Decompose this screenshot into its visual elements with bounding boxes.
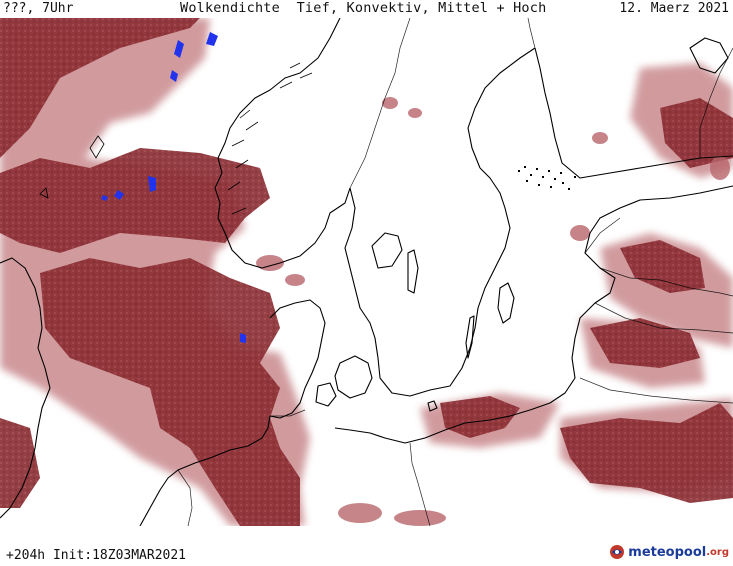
cloud-field-dense (0, 18, 733, 526)
coast-sweden (344, 167, 511, 397)
logo-suffix: .org (706, 546, 729, 558)
border-norway-sweden (349, 18, 411, 189)
border-finland-russia (699, 47, 733, 158)
lake-vanern (371, 232, 403, 269)
border-estonia-latvia (599, 267, 733, 297)
border-latvia-lithuania (594, 302, 733, 334)
meteopool-logo[interactable]: meteopool .org (609, 544, 729, 560)
border-denmark-germany (270, 409, 306, 417)
coast-oland (465, 315, 475, 359)
country-borders (177, 18, 733, 526)
map-header: ???, 7Uhr Wolkendichte Tief, Konvektiv, … (0, 0, 733, 18)
coast-zealand (334, 355, 373, 399)
border-netherlands-germany (177, 469, 193, 526)
border-sweden-finland (527, 18, 536, 49)
coast-gotland (497, 282, 515, 324)
coast-northsea (139, 415, 271, 526)
high-cloud-markers (101, 32, 246, 343)
logo-text: meteopool (628, 544, 707, 560)
border-poland-germany (409, 442, 431, 526)
cloud-spots (256, 97, 730, 526)
coast-norway (214, 18, 351, 269)
valid-date: 12. Maerz 2021 (619, 1, 729, 16)
cloud-density-map (0, 18, 733, 526)
coast-finland (534, 47, 733, 179)
coast-bothnia (467, 47, 536, 169)
coastlines (0, 18, 733, 526)
coast-funen (315, 382, 337, 407)
valid-time-label: ???, 7Uhr (3, 1, 74, 16)
border-russia-baltic (584, 217, 621, 254)
coast-jutland (269, 299, 326, 419)
coast-uk (0, 257, 51, 519)
forecast-init-info: +204h Init:18Z03MAR2021 (6, 548, 187, 563)
coast-baltics (489, 185, 733, 421)
archipelago-speckle (518, 166, 576, 190)
border-lithuania-south (579, 377, 733, 404)
logo-globe-icon (610, 545, 625, 559)
coast-poland (334, 419, 491, 444)
coast-bornholm (427, 400, 438, 412)
skerries (39, 62, 313, 215)
map-footer: +204h Init:18Z03MAR2021 meteopool .org (0, 526, 733, 566)
lake-vattern (407, 249, 419, 294)
map-title: Wolkendichte Tief, Konvektiv, Mittel + H… (180, 0, 547, 16)
